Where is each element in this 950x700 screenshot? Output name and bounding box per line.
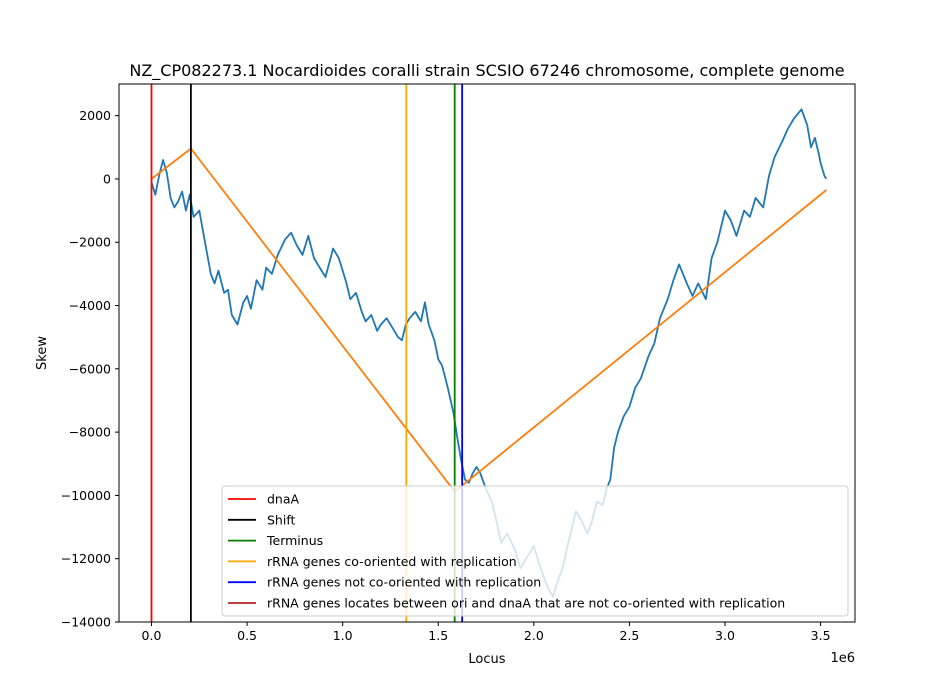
chart-title: NZ_CP082273.1 Nocardioides coralli strai…	[129, 61, 844, 81]
axes: 0.0 0.5 1.0 1.5 2.0 2.5 3.0 3.5 −14000 −12000 −100…	[61, 83, 856, 643]
y-tick-label: 0	[103, 171, 111, 186]
legend-label: dnaA	[267, 492, 300, 507]
x-tick-label: 1.0	[333, 628, 353, 643]
legend-label: rRNA genes not co-oriented with replicat…	[267, 575, 541, 590]
x-tick-label: 3.5	[811, 628, 831, 643]
x-axis-offset-label: 1e6	[830, 651, 855, 666]
y-tick-label: −8000	[69, 425, 111, 440]
x-tick-label: 0.5	[237, 628, 257, 643]
legend: dnaA Shift Terminus rRNA genes co-oriented …	[221, 485, 849, 617]
x-axis-label: Locus	[468, 652, 505, 667]
y-tick-label: −14000	[61, 615, 111, 630]
x-tick-label: 2.0	[524, 628, 544, 643]
legend-label: Shift	[267, 512, 296, 527]
legend-label: Terminus	[266, 533, 323, 548]
y-tick-label: −6000	[69, 361, 111, 376]
y-tick-label: 2000	[79, 108, 111, 123]
y-tick-label: −2000	[69, 235, 111, 250]
y-axis-label: Skew	[35, 336, 50, 370]
y-tick-label: −10000	[61, 488, 111, 503]
x-tick-label: 3.0	[715, 628, 735, 643]
y-tick-label: −4000	[69, 298, 111, 313]
series-line-1	[150, 147, 827, 493]
y-tick-label: −12000	[61, 551, 111, 566]
legend-box	[221, 485, 849, 617]
axes-frame	[118, 83, 856, 623]
x-tick-label: 2.5	[619, 628, 639, 643]
legend-label: rRNA genes locates between ori and dnaA …	[267, 596, 785, 611]
x-tick-label: 0.0	[142, 628, 162, 643]
legend-label: rRNA genes co-oriented with replication	[267, 554, 517, 569]
x-tick-label: 1.5	[428, 628, 448, 643]
